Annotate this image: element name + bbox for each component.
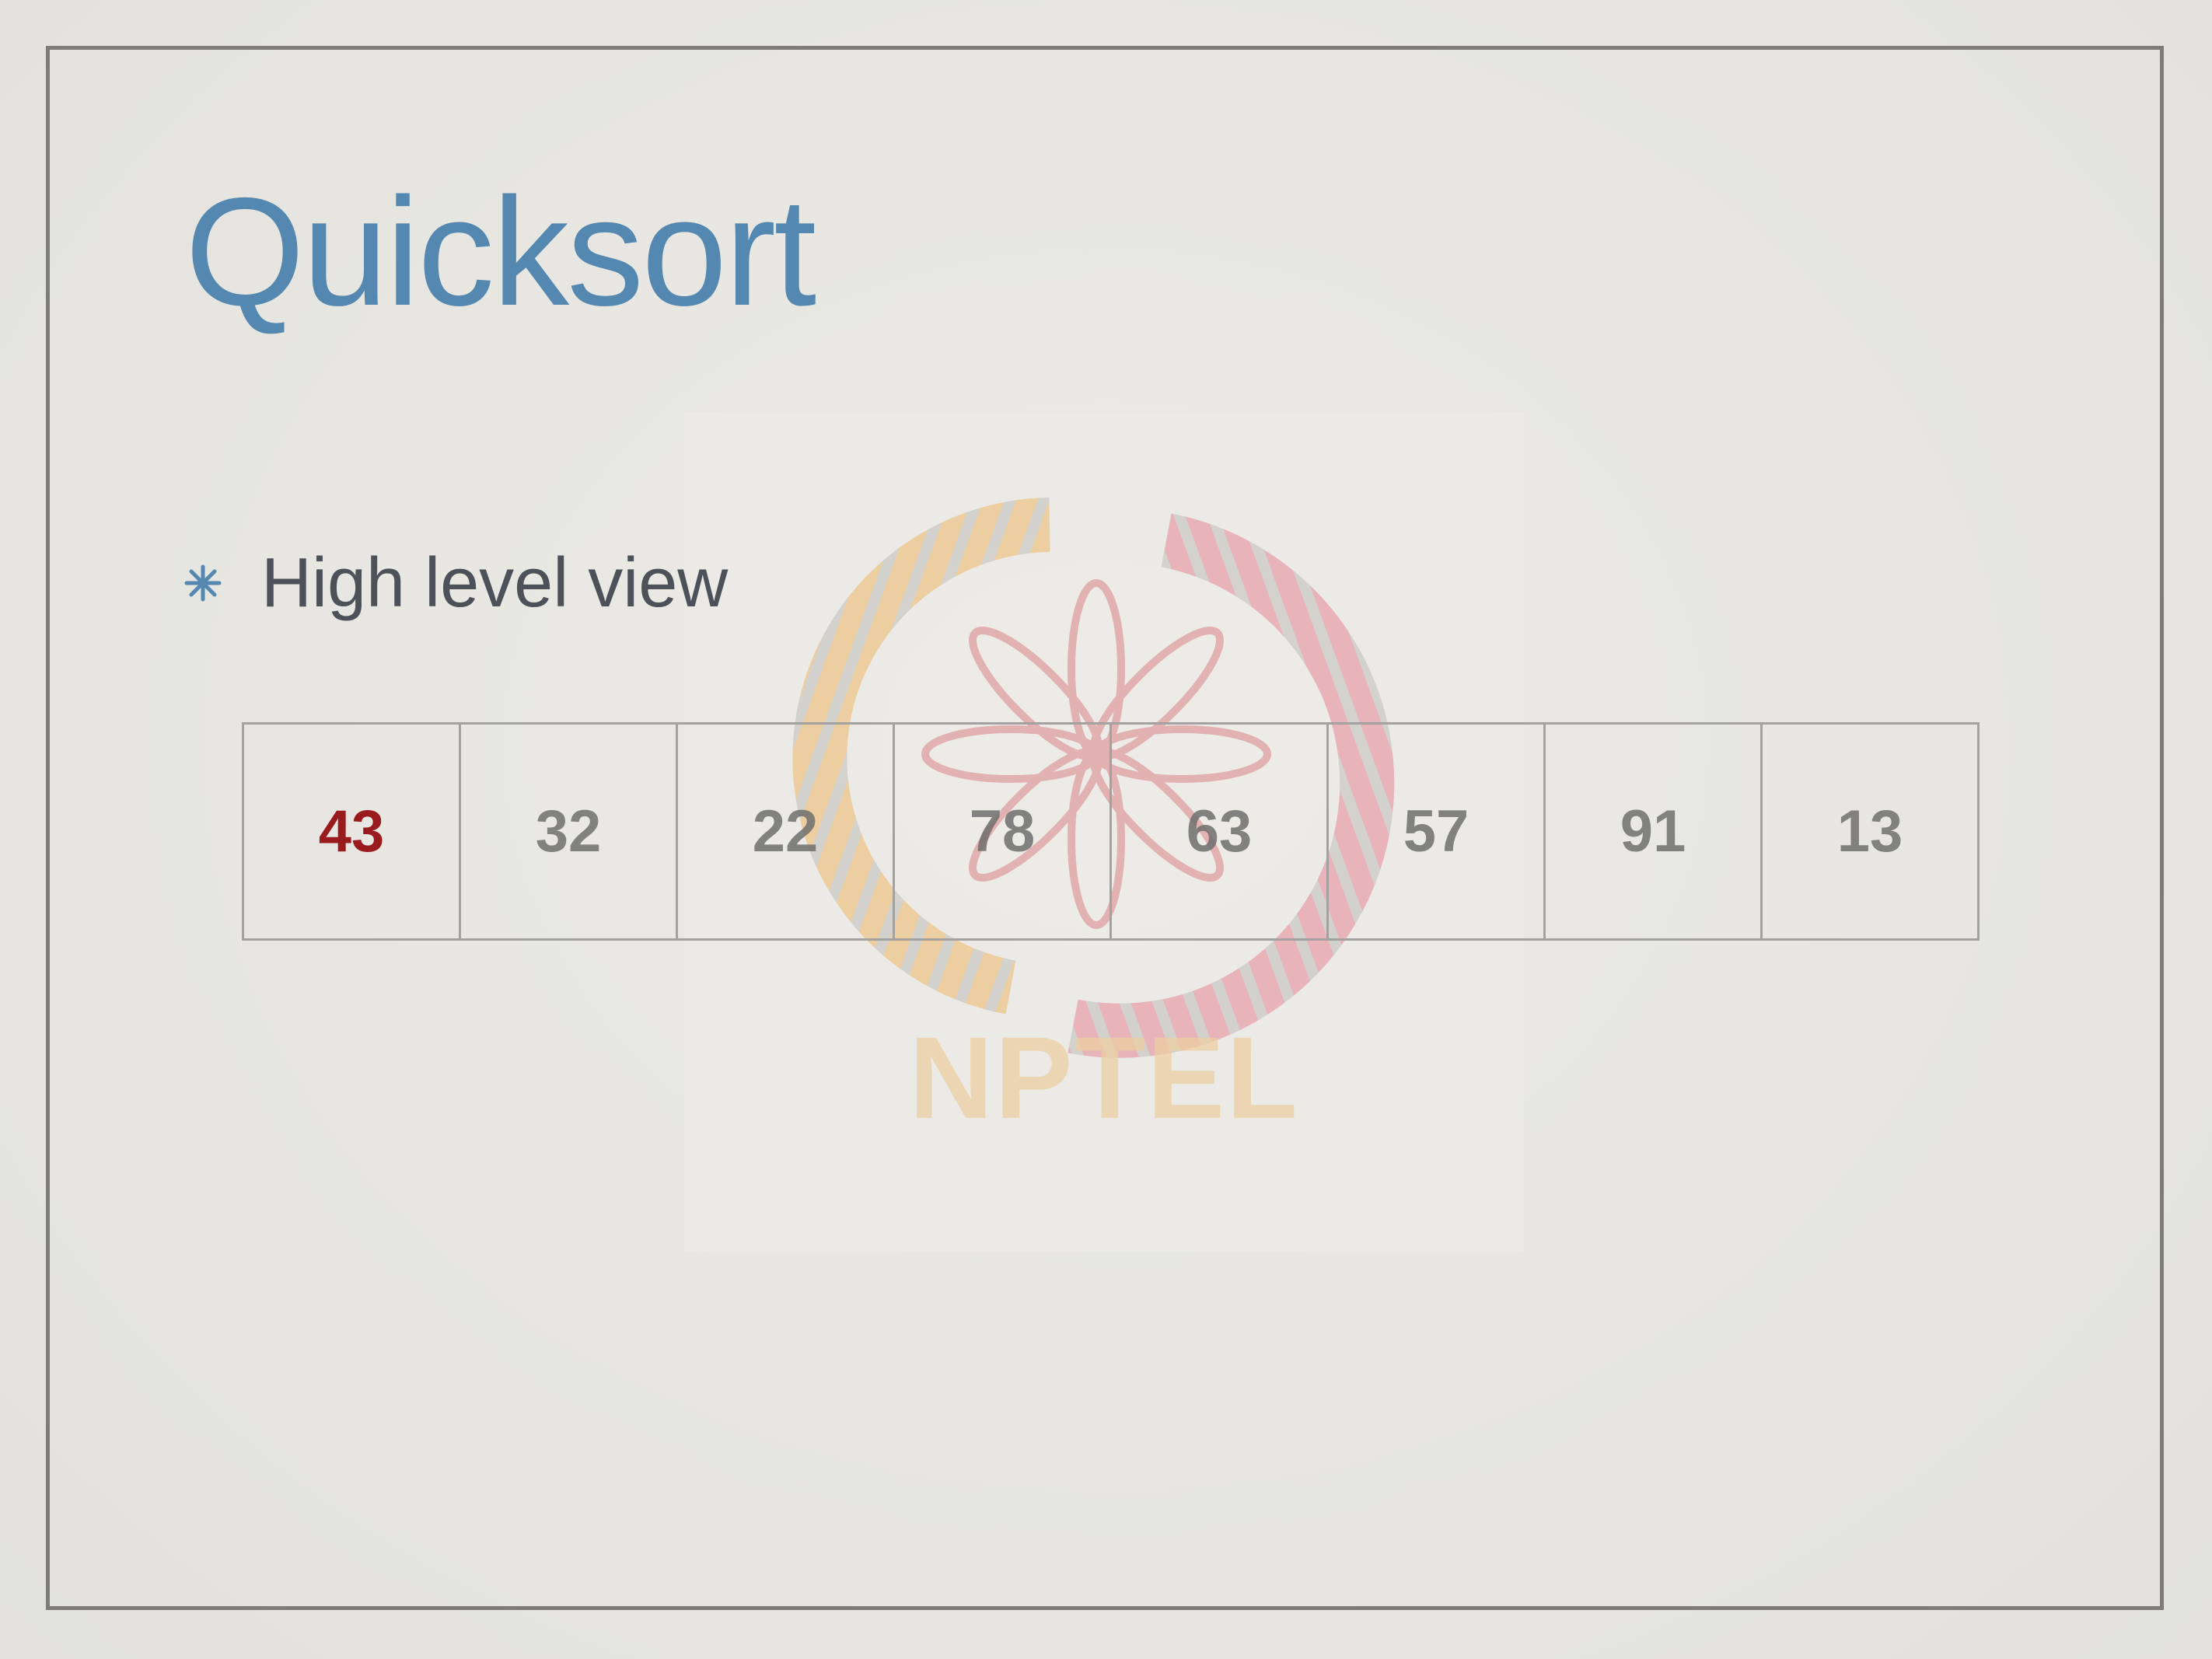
- nptel-logo-icon: [792, 498, 1395, 1058]
- slide-frame: [46, 46, 2164, 1610]
- nptel-watermark: NPTEL: [684, 412, 1524, 1252]
- array-cell: 57: [1329, 725, 1546, 938]
- array-cell: 32: [461, 725, 678, 938]
- array-cell: 78: [895, 725, 1112, 938]
- bullet-text: High level view: [261, 544, 729, 622]
- array-cell: 91: [1546, 725, 1763, 938]
- asterisk-bullet-icon: [184, 564, 222, 602]
- array-cell: 63: [1112, 725, 1329, 938]
- array-cell: 22: [678, 725, 895, 938]
- slide-title: Quicksort: [185, 166, 816, 337]
- array-cell: 13: [1763, 725, 1980, 938]
- nptel-watermark-text: NPTEL: [909, 1012, 1299, 1143]
- array-cell-pivot: 43: [244, 725, 461, 938]
- bullet-item: High level view: [183, 536, 728, 630]
- array-boxes: 43 32 22 78 63 57 91 13: [242, 722, 1980, 941]
